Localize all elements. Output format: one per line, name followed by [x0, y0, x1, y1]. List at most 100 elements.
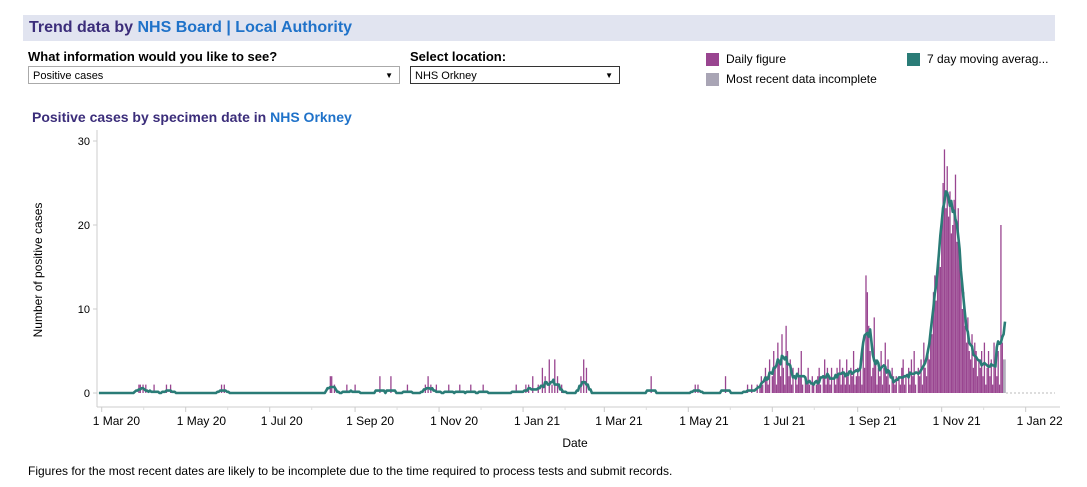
bar-daily: [777, 342, 779, 393]
bar-daily: [482, 384, 484, 393]
bar-daily: [767, 384, 769, 393]
bar-daily: [813, 384, 815, 393]
bar-daily: [806, 384, 808, 393]
bar-daily: [870, 376, 873, 393]
bar-daily: [927, 351, 929, 393]
bar-daily: [930, 325, 932, 393]
legend-label: Daily figure: [726, 52, 787, 66]
bar-daily: [694, 384, 696, 393]
bar-daily: [925, 376, 928, 393]
bar-daily: [774, 367, 776, 393]
bar-daily: [952, 225, 954, 393]
bar-daily: [872, 367, 874, 393]
bar-daily: [822, 376, 824, 393]
x-tick-label: 1 Mar 21: [595, 414, 643, 428]
bar-daily: [835, 384, 837, 393]
bar-daily: [924, 367, 926, 393]
bar-daily: [751, 384, 753, 393]
bar-daily: [960, 267, 962, 393]
bar-daily: [899, 384, 902, 393]
x-tick-label: 1 Jan 21: [514, 414, 560, 428]
bar-daily: [329, 376, 331, 393]
bar-daily: [169, 384, 172, 393]
legend-daily[interactable]: Daily figure: [706, 52, 786, 66]
header-bar: Trend data by NHS Board | Local Authorit…: [23, 15, 1055, 41]
bar-daily: [935, 300, 937, 393]
chart-title-prefix: Positive cases by specimen date in: [32, 109, 271, 125]
bar-daily: [762, 384, 764, 393]
dropdown-arrow-icon: ▼: [385, 71, 393, 80]
bar-daily: [815, 384, 818, 393]
y-tick-label: 10: [78, 304, 90, 316]
bar-daily: [869, 351, 871, 393]
bar-daily: [585, 367, 588, 393]
bar-daily: [919, 376, 921, 393]
bar-daily: [554, 359, 556, 393]
bar-daily: [840, 384, 842, 393]
bar-daily: [858, 376, 860, 393]
bar-daily: [790, 384, 793, 393]
bar-daily: [905, 376, 907, 393]
bar-daily: [968, 351, 970, 393]
bar-incomplete: [1003, 359, 1005, 393]
bar-daily: [800, 351, 802, 393]
location-label: Select location:: [410, 49, 507, 64]
bar-daily: [789, 359, 791, 393]
legend-moving-average[interactable]: 7 day moving averag...: [907, 52, 1048, 66]
info-select[interactable]: Positive cases ▼: [28, 66, 400, 84]
bar-daily: [941, 225, 943, 393]
bar-daily: [931, 334, 933, 393]
bar-daily: [851, 376, 853, 393]
bar-daily: [971, 334, 973, 393]
x-tick-label: 1 Jul 20: [261, 414, 303, 428]
bar-daily: [861, 384, 863, 393]
bar-daily: [775, 384, 778, 393]
bar-daily: [909, 384, 911, 393]
bar-daily: [993, 342, 995, 393]
bar-daily: [532, 376, 534, 393]
title-prefix: Trend data by: [29, 19, 138, 36]
bar-daily: [976, 376, 979, 393]
bar-daily: [828, 376, 830, 393]
info-label: What information would you like to see?: [28, 49, 278, 64]
bar-daily: [954, 174, 957, 393]
bar-daily: [153, 384, 155, 393]
x-axis-label: Date: [562, 436, 588, 450]
bar-daily: [829, 384, 831, 393]
bar-daily: [379, 376, 381, 393]
bar-daily: [963, 292, 965, 393]
y-axis-label: Number of positive cases: [31, 203, 45, 338]
local-authority-link[interactable]: Local Authority: [235, 19, 353, 36]
bar-daily: [825, 384, 827, 393]
bar-daily: [953, 199, 955, 393]
bar-daily: [986, 367, 988, 393]
x-tick-label: 1 Jan 22: [1017, 414, 1063, 428]
bar-daily: [950, 233, 953, 393]
bar-daily: [792, 367, 794, 393]
bar-daily: [994, 367, 997, 393]
legend-incomplete[interactable]: Most recent data incomplete: [706, 72, 877, 86]
bar-daily: [836, 367, 838, 393]
nhs-board-link[interactable]: NHS Board: [137, 19, 222, 36]
bar-daily: [354, 384, 356, 393]
bar-daily: [892, 376, 895, 393]
bar-daily: [985, 384, 987, 393]
x-tick-label: 1 Sep 20: [346, 414, 394, 428]
bar-daily: [848, 384, 851, 393]
bar-incomplete: [1004, 359, 1006, 393]
chart-title-location: NHS Orkney: [270, 109, 352, 125]
bar-daily: [888, 384, 891, 393]
bar-daily: [887, 359, 889, 393]
y-tick-label: 30: [78, 136, 90, 148]
bar-daily: [843, 376, 845, 393]
bar-daily: [435, 384, 438, 393]
bar-daily: [880, 351, 882, 393]
x-tick-label: 1 May 21: [679, 414, 729, 428]
bar-daily: [863, 367, 866, 393]
location-select[interactable]: NHS Orkney ▼: [410, 66, 620, 84]
page-title: Trend data by NHS Board | Local Authorit…: [29, 19, 352, 37]
bar-daily: [331, 376, 333, 393]
legend-swatch: [706, 52, 719, 66]
bar-daily: [898, 376, 900, 393]
bar-daily: [759, 384, 761, 393]
